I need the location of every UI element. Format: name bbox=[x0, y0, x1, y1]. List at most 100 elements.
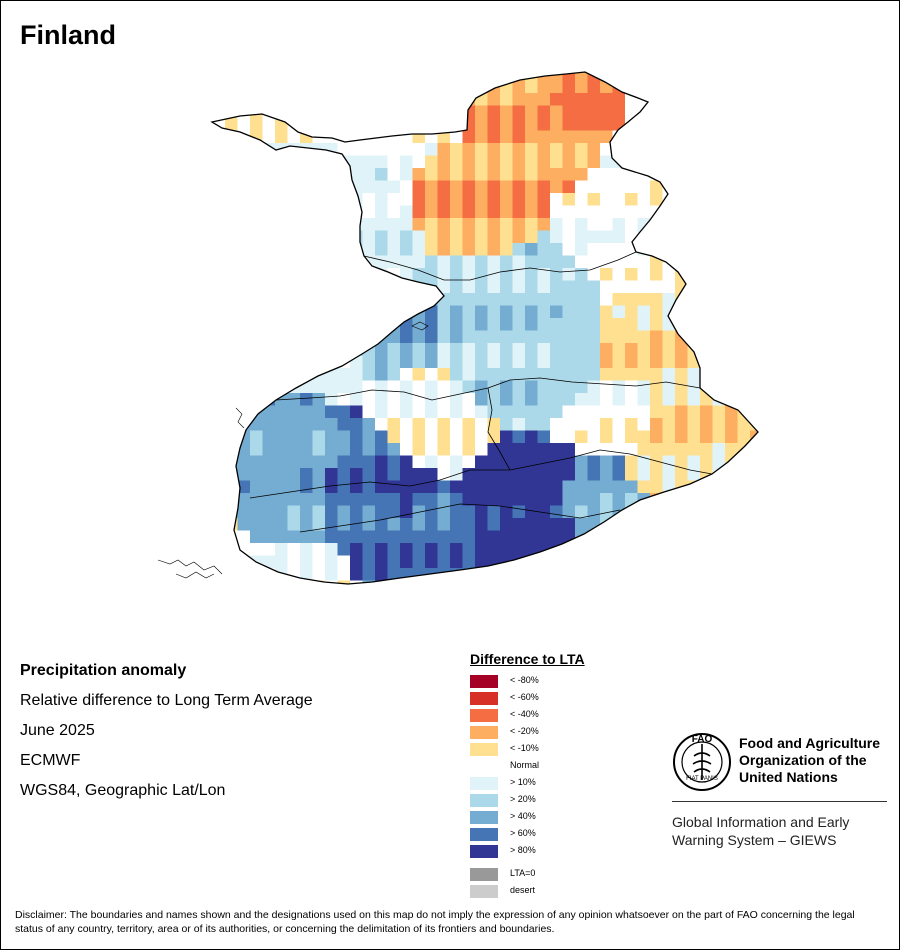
anomaly-cell bbox=[250, 255, 263, 269]
anomaly-cell bbox=[275, 305, 288, 319]
anomaly-cell bbox=[225, 393, 238, 406]
anomaly-cell bbox=[637, 255, 651, 269]
anomaly-cell bbox=[763, 556, 776, 569]
anomaly-cell bbox=[550, 268, 563, 281]
anomaly-cell bbox=[575, 180, 588, 194]
anomaly-cell bbox=[425, 193, 438, 206]
anomaly-cell bbox=[525, 205, 538, 219]
anomaly-cell bbox=[562, 255, 576, 269]
anomaly-cell bbox=[675, 430, 688, 444]
anomaly-cell bbox=[725, 580, 738, 584]
anomaly-cell bbox=[412, 230, 426, 244]
anomaly-cell bbox=[225, 143, 238, 156]
map-info-block: Precipitation anomaly Relative differenc… bbox=[20, 656, 313, 806]
anomaly-cell bbox=[400, 218, 413, 231]
anomaly-cell bbox=[700, 93, 713, 106]
anomaly-cell bbox=[500, 480, 513, 494]
anomaly-cell bbox=[275, 80, 288, 94]
anomaly-cell bbox=[575, 243, 588, 256]
anomaly-cell bbox=[700, 518, 713, 531]
anomaly-cell bbox=[475, 405, 488, 419]
anomaly-cell bbox=[262, 355, 276, 369]
anomaly-cell bbox=[350, 118, 363, 131]
anomaly-cell bbox=[537, 430, 551, 444]
anomaly-cell bbox=[462, 505, 476, 519]
anomaly-cell bbox=[362, 293, 376, 306]
anomaly-cell bbox=[662, 405, 676, 419]
anomaly-cell bbox=[550, 72, 563, 81]
anomaly-cell bbox=[687, 193, 701, 206]
anomaly-cell bbox=[550, 343, 563, 356]
anomaly-cell bbox=[437, 218, 451, 231]
anomaly-cell bbox=[475, 180, 488, 194]
anomaly-cell bbox=[287, 505, 301, 519]
anomaly-cell bbox=[687, 243, 701, 256]
anomaly-cell bbox=[687, 72, 701, 81]
anomaly-cell bbox=[188, 468, 201, 481]
anomaly-cell bbox=[625, 218, 638, 231]
anomaly-cell bbox=[675, 380, 688, 394]
anomaly-cell bbox=[550, 405, 563, 419]
anomaly-cell bbox=[163, 543, 176, 556]
anomaly-cell bbox=[225, 368, 238, 381]
anomaly-cell bbox=[175, 256, 188, 269]
anomaly-cell bbox=[188, 531, 201, 544]
anomaly-cell bbox=[737, 80, 751, 94]
anomaly-cell bbox=[225, 280, 238, 294]
anomaly-cell bbox=[462, 555, 476, 569]
anomaly-cell bbox=[700, 493, 713, 506]
anomaly-cell bbox=[550, 355, 563, 369]
anomaly-cell bbox=[763, 381, 776, 394]
anomaly-cell bbox=[712, 243, 726, 256]
anomaly-cell bbox=[562, 305, 576, 319]
anomaly-cell bbox=[225, 543, 238, 556]
anomaly-cell bbox=[512, 168, 526, 181]
anomaly-cell bbox=[687, 105, 701, 119]
anomaly-cell bbox=[375, 368, 388, 381]
anomaly-cell bbox=[662, 80, 676, 94]
anomaly-cell bbox=[487, 455, 501, 469]
anomaly-cell bbox=[312, 230, 326, 244]
anomaly-cell bbox=[725, 143, 738, 156]
info-description: Relative difference to Long Term Average bbox=[20, 692, 313, 709]
anomaly-cell bbox=[462, 218, 476, 231]
anomaly-cell bbox=[625, 318, 638, 331]
anomaly-cell bbox=[412, 418, 426, 431]
anomaly-cell bbox=[512, 530, 526, 544]
anomaly-cell bbox=[537, 93, 551, 106]
anomaly-cell bbox=[400, 105, 413, 119]
anomaly-cell bbox=[512, 443, 526, 456]
anomaly-cell bbox=[575, 343, 588, 356]
anomaly-cell bbox=[400, 493, 413, 506]
anomaly-cell bbox=[700, 168, 713, 181]
anomaly-cell bbox=[437, 418, 451, 431]
anomaly-cell bbox=[675, 230, 688, 244]
anomaly-cell bbox=[575, 230, 588, 244]
anomaly-cell bbox=[175, 168, 188, 181]
anomaly-cell bbox=[475, 518, 488, 531]
anomaly-cell bbox=[737, 568, 751, 581]
anomaly-cell bbox=[275, 355, 288, 369]
anomaly-cell bbox=[462, 493, 476, 506]
anomaly-cell bbox=[662, 368, 676, 381]
anomaly-cell bbox=[650, 143, 663, 156]
anomaly-cell bbox=[675, 105, 688, 119]
anomaly-cell bbox=[262, 518, 276, 531]
anomaly-cell bbox=[188, 581, 201, 594]
anomaly-cell bbox=[150, 68, 163, 81]
anomaly-cell bbox=[725, 93, 738, 106]
anomaly-cell bbox=[225, 230, 238, 244]
anomaly-cell bbox=[412, 393, 426, 406]
anomaly-cell bbox=[212, 193, 226, 206]
anomaly-cell bbox=[475, 380, 488, 394]
anomaly-cell bbox=[300, 105, 313, 119]
anomaly-cell bbox=[763, 506, 776, 519]
anomaly-cell bbox=[487, 505, 501, 519]
giews-line-1: Global Information and Early bbox=[672, 814, 850, 830]
anomaly-cell bbox=[525, 430, 538, 444]
anomaly-cell bbox=[725, 168, 738, 181]
anomaly-cell bbox=[163, 281, 176, 294]
anomaly-cell bbox=[163, 68, 176, 81]
anomaly-cell bbox=[750, 455, 758, 469]
anomaly-cell bbox=[500, 380, 513, 394]
